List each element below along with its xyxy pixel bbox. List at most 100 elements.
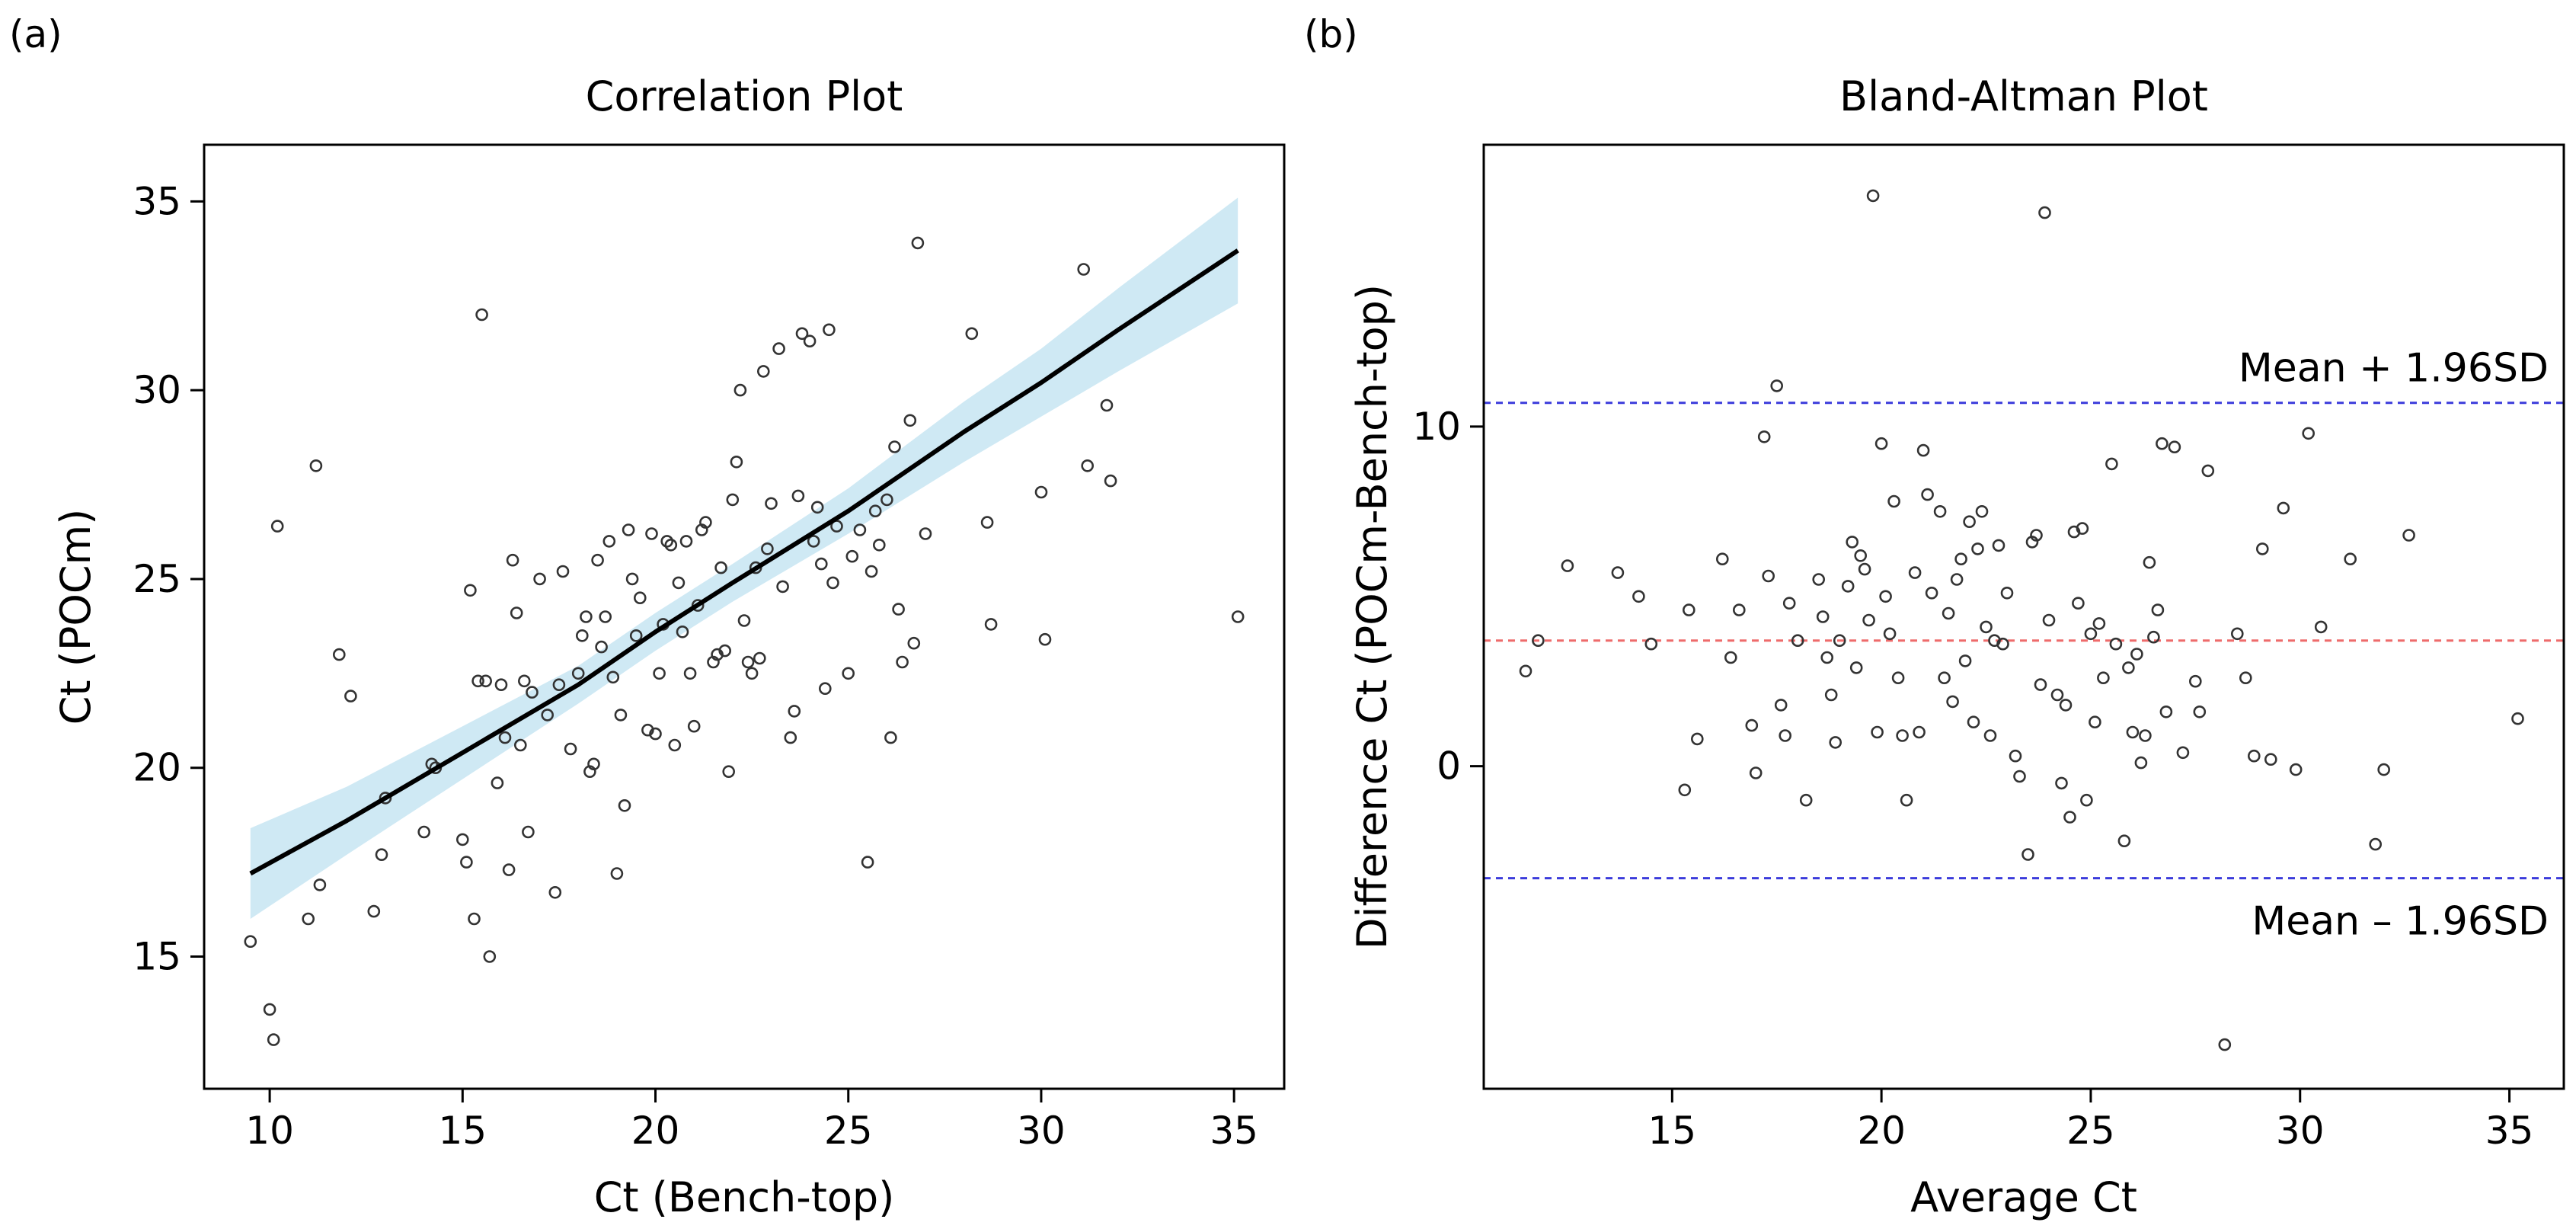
data-point <box>541 709 555 722</box>
chart-title: Correlation Plot <box>586 72 903 120</box>
data-point <box>853 523 867 536</box>
data-point <box>2117 834 2131 847</box>
data-point <box>2038 206 2051 219</box>
data-point <box>2302 427 2315 440</box>
data-point <box>2034 678 2047 691</box>
plot-frame <box>1482 143 2565 1090</box>
data-point <box>629 629 643 642</box>
data-point <box>815 557 828 571</box>
data-point <box>1938 671 1951 685</box>
correlation-plot: Correlation Plot 10 15 20 25 30 35 15 20 25 30 35 Ct… <box>52 72 1286 1221</box>
data-point <box>1774 699 1788 712</box>
data-point <box>1716 552 1729 566</box>
data-point <box>1862 613 1875 627</box>
data-point <box>730 455 743 469</box>
data-point <box>510 606 523 619</box>
data-point <box>367 904 381 918</box>
data-point <box>2013 770 2026 783</box>
data-point <box>498 731 512 744</box>
data-point <box>745 667 759 680</box>
data-point <box>575 629 589 642</box>
data-point <box>687 719 701 733</box>
data-point <box>2277 501 2290 515</box>
data-point <box>606 670 620 684</box>
data-point <box>2076 522 2089 535</box>
data-point <box>2030 529 2043 542</box>
data-point <box>868 504 882 518</box>
data-point <box>455 833 469 846</box>
bland-altman-plot: Bland-Altman Plot Mean + 1.96SD Mean – 1.9… <box>1348 72 2565 1221</box>
data-point <box>2344 552 2357 566</box>
upper-limit-annotation: Mean + 1.96SD <box>2239 346 2549 392</box>
data-point <box>1644 637 1658 651</box>
data-point <box>1561 559 1574 572</box>
data-point <box>826 576 839 590</box>
panel-a-label: (a) <box>9 12 62 56</box>
data-point <box>1757 430 1771 443</box>
data-point <box>718 644 732 658</box>
data-point <box>865 565 878 578</box>
data-point <box>2139 729 2152 742</box>
x-axis-title: Ct (Bench-top) <box>594 1173 895 1221</box>
data-point <box>984 618 998 631</box>
data-point <box>625 572 639 586</box>
data-point <box>1883 627 1897 641</box>
data-point <box>2097 671 2110 685</box>
data-point <box>676 625 689 638</box>
y-tick-label: 25 <box>133 557 181 601</box>
data-point <box>756 365 770 378</box>
data-point <box>791 489 805 503</box>
data-point <box>699 516 712 529</box>
data-point <box>714 561 727 574</box>
data-point <box>1231 610 1245 623</box>
data-point <box>1678 783 1692 797</box>
data-point <box>2511 712 2524 725</box>
data-point <box>1942 606 1955 620</box>
plot-frame <box>203 143 1286 1090</box>
data-point <box>919 527 932 540</box>
data-point <box>664 538 678 552</box>
data-point <box>522 825 535 839</box>
data-point <box>1921 488 1934 501</box>
data-point <box>1871 725 1884 739</box>
data-point <box>602 535 616 548</box>
data-point <box>1841 580 1855 593</box>
data-point <box>1971 542 1984 555</box>
data-point <box>823 323 836 337</box>
data-point <box>907 636 921 650</box>
data-point <box>494 678 508 692</box>
data-point <box>1975 504 1989 518</box>
data-point <box>633 591 647 605</box>
x-tick-label: 25 <box>2066 1109 2115 1153</box>
data-point <box>2063 811 2076 824</box>
data-point <box>2021 848 2034 861</box>
data-point <box>1034 485 1048 499</box>
data-point <box>2080 793 2093 807</box>
data-point <box>2377 763 2390 776</box>
data-point <box>379 792 392 805</box>
data-point <box>564 742 577 756</box>
x-tick-label: 30 <box>1017 1109 1066 1153</box>
data-point <box>1900 793 1913 807</box>
data-point <box>733 383 747 397</box>
data-point <box>2059 699 2073 712</box>
data-point <box>2168 440 2181 454</box>
data-point <box>599 610 612 623</box>
data-point <box>911 236 925 250</box>
fit-line <box>249 248 1239 876</box>
panel-b-label: (b) <box>1304 12 1358 56</box>
data-point <box>2218 1038 2232 1051</box>
data-point <box>753 651 766 665</box>
data-point <box>2092 617 2106 630</box>
data-point <box>1770 379 1783 392</box>
data-point <box>761 542 774 555</box>
data-point <box>591 553 604 567</box>
data-point <box>2151 603 2165 616</box>
data-point <box>660 535 674 548</box>
data-point <box>803 334 817 348</box>
data-point <box>2159 705 2173 718</box>
data-point <box>892 603 905 616</box>
data-point <box>471 674 484 688</box>
data-point <box>1913 725 1926 739</box>
data-point <box>468 912 481 926</box>
